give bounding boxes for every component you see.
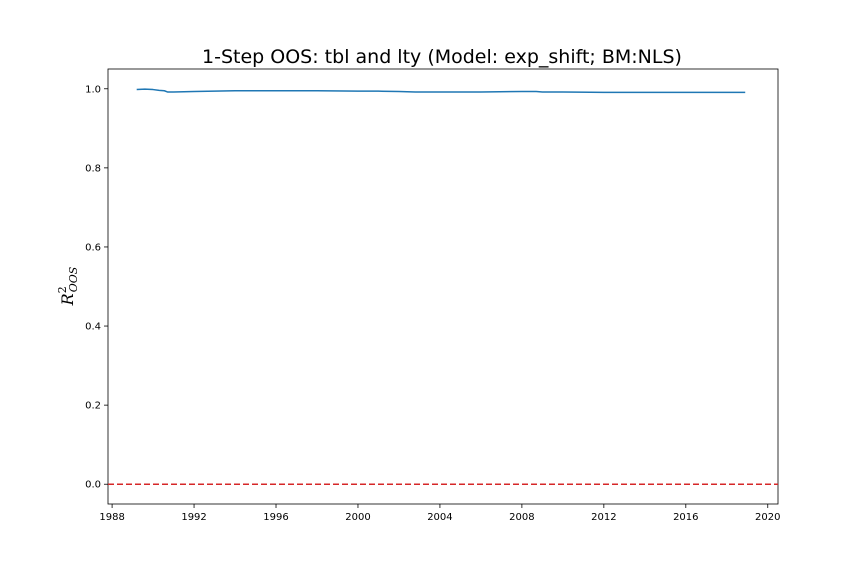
x-tick-label: 2008 xyxy=(509,512,534,523)
y-tick-label: 0.6 xyxy=(85,242,101,253)
y-tick-label: 0.0 xyxy=(85,480,101,491)
x-tick-label: 2016 xyxy=(673,512,698,523)
y-axis-label-base: R xyxy=(58,293,77,306)
plot-frame xyxy=(107,68,779,505)
x-axis-ticks: 1988 1992 1996 2000 2004 2008 2012 2016 2020 xyxy=(99,504,780,523)
x-tick-label: 2000 xyxy=(345,512,370,523)
y-tick-label: 1.0 xyxy=(85,84,101,95)
y-axis-label: R2OOS xyxy=(56,266,80,306)
y-axis-ticks: 0.0 0.2 0.4 0.6 0.8 1.0 xyxy=(85,84,108,491)
series-lines xyxy=(136,88,746,94)
x-tick-label: 1996 xyxy=(263,512,288,523)
y-tick-label: 0.4 xyxy=(85,322,101,333)
y-tick-label: 0.2 xyxy=(85,401,101,412)
x-tick-label: 2004 xyxy=(427,512,452,523)
y-axis-label-sub: OOS xyxy=(67,266,80,292)
x-tick-label: 1988 xyxy=(99,512,124,523)
series-line-r2-oos xyxy=(136,88,746,94)
x-tick-label: 2020 xyxy=(755,512,780,523)
plot-area xyxy=(107,68,779,505)
y-axis-label-sup: 2 xyxy=(56,286,69,293)
y-tick-label: 0.8 xyxy=(85,163,101,174)
x-tick-label: 2012 xyxy=(591,512,616,523)
chart-title: 1-Step OOS: tbl and lty (Model: exp_shif… xyxy=(202,46,682,68)
x-tick-label: 1992 xyxy=(181,512,206,523)
